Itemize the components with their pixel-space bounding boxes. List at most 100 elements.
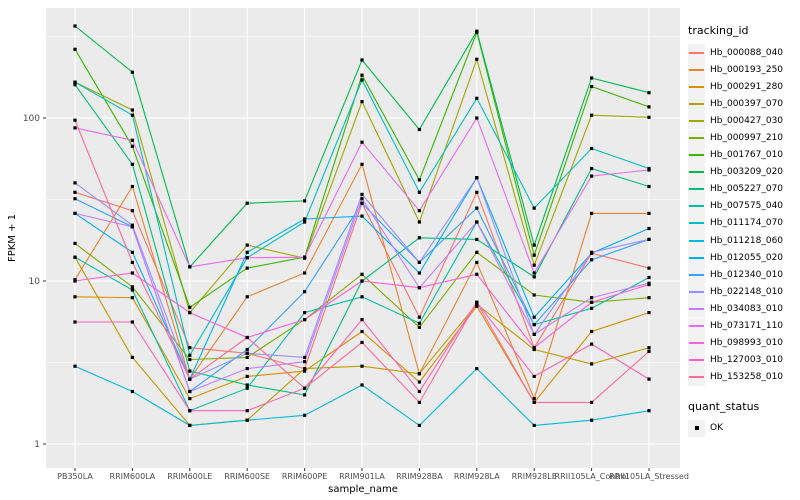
legend-item-label: Hb_011218_060 (710, 235, 784, 246)
legend-key-line (689, 51, 704, 54)
data-point (475, 57, 479, 61)
data-point (417, 271, 421, 275)
legend-key-swatch (688, 163, 705, 181)
data-point (130, 144, 134, 148)
data-point (475, 272, 479, 276)
legend-item-Hb_098993_010: Hb_098993_010 (688, 334, 798, 352)
x-tick-label: PB350LA (57, 472, 93, 481)
legend-item-label: OK (710, 423, 723, 434)
x-tick-label: RRIM600PE (282, 472, 328, 481)
legend-item-label: Hb_000088_040 (710, 47, 784, 58)
data-point (590, 113, 594, 117)
data-point (475, 237, 479, 241)
legend-item-label: Hb_000997_210 (710, 133, 784, 144)
data-point (590, 306, 594, 310)
legend-key-swatch (688, 266, 705, 284)
data-point (590, 258, 594, 262)
legend-key-swatch (688, 112, 705, 130)
x-tick-label: RRIM600LA (110, 472, 156, 481)
legend-key-line (689, 188, 704, 191)
data-point (647, 226, 651, 231)
data-point (130, 355, 134, 359)
data-point (130, 162, 134, 166)
legend-item-Hb_011174_070: Hb_011174_070 (688, 214, 798, 232)
data-point (360, 272, 364, 276)
legend-item-Hb_012340_010: Hb_012340_010 (688, 266, 798, 284)
data-point (188, 423, 192, 427)
data-point (303, 355, 307, 359)
legend-key-swatch (688, 44, 705, 62)
data-point (245, 383, 249, 387)
legend-item-Hb_000997_210: Hb_000997_210 (688, 129, 798, 147)
legend-key-swatch (688, 419, 705, 437)
data-point (532, 263, 536, 267)
data-point (590, 362, 594, 366)
data-point (73, 83, 77, 87)
legend-key-swatch (688, 61, 705, 79)
legend-item-Hb_005227_070: Hb_005227_070 (688, 180, 798, 198)
data-point (303, 360, 307, 364)
data-point (130, 296, 134, 300)
data-point (303, 271, 307, 275)
legend-key-swatch (688, 232, 705, 250)
data-point (647, 296, 651, 300)
legend-key-line (689, 205, 704, 208)
data-point (130, 113, 134, 117)
x-tick-label: RRII105LA_Stressed (609, 472, 689, 481)
data-point (188, 397, 192, 401)
data-point (245, 409, 249, 413)
black-square-marker-icon (694, 426, 699, 431)
legend-key-swatch (688, 351, 705, 369)
data-point (532, 423, 536, 427)
legend-item-label: Hb_000397_070 (710, 98, 784, 109)
data-point (647, 115, 651, 119)
legend-key-line (689, 239, 704, 242)
data-point (647, 184, 651, 189)
data-point (360, 197, 364, 201)
y-axis-title: FPKM + 1 (7, 214, 18, 262)
data-point (647, 275, 651, 280)
data-point (360, 295, 364, 299)
data-point (245, 201, 249, 205)
legend-item-Hb_073171_110: Hb_073171_110 (688, 317, 798, 335)
legend-item-label: Hb_073171_110 (710, 321, 784, 332)
data-point (417, 325, 421, 329)
data-point (590, 146, 594, 151)
data-point (590, 76, 594, 80)
legend-key-swatch (688, 300, 705, 318)
legend-item-label: Hb_153258_010 (710, 372, 784, 383)
data-point (647, 283, 651, 287)
data-point (73, 118, 77, 122)
legend-item-Hb_153258_010: Hb_153258_010 (688, 368, 798, 386)
data-point (590, 342, 594, 346)
data-point (360, 364, 364, 368)
data-point (360, 140, 364, 144)
data-point (417, 315, 421, 319)
data-point (130, 225, 134, 229)
data-point (475, 96, 479, 100)
data-point (73, 255, 77, 259)
data-point (532, 315, 536, 319)
legend-item-Hb_007575_040: Hb_007575_040 (688, 197, 798, 215)
data-point (73, 181, 77, 185)
data-point (475, 206, 479, 210)
data-point (360, 340, 364, 344)
legend-key-line (689, 342, 704, 345)
data-point (245, 367, 249, 371)
data-point (130, 184, 134, 189)
legend-item-Hb_000193_250: Hb_000193_250 (688, 61, 798, 79)
legend-item-label: Hb_005227_070 (710, 184, 784, 195)
data-point (245, 256, 249, 260)
data-point (73, 126, 77, 130)
legend-key-line (689, 68, 704, 71)
data-point (417, 127, 421, 132)
data-point (532, 253, 536, 257)
legend-key-swatch (688, 95, 705, 113)
data-point (532, 374, 536, 378)
data-point (417, 260, 421, 264)
data-point (590, 296, 594, 300)
data-point (73, 24, 77, 28)
data-point (245, 418, 249, 422)
